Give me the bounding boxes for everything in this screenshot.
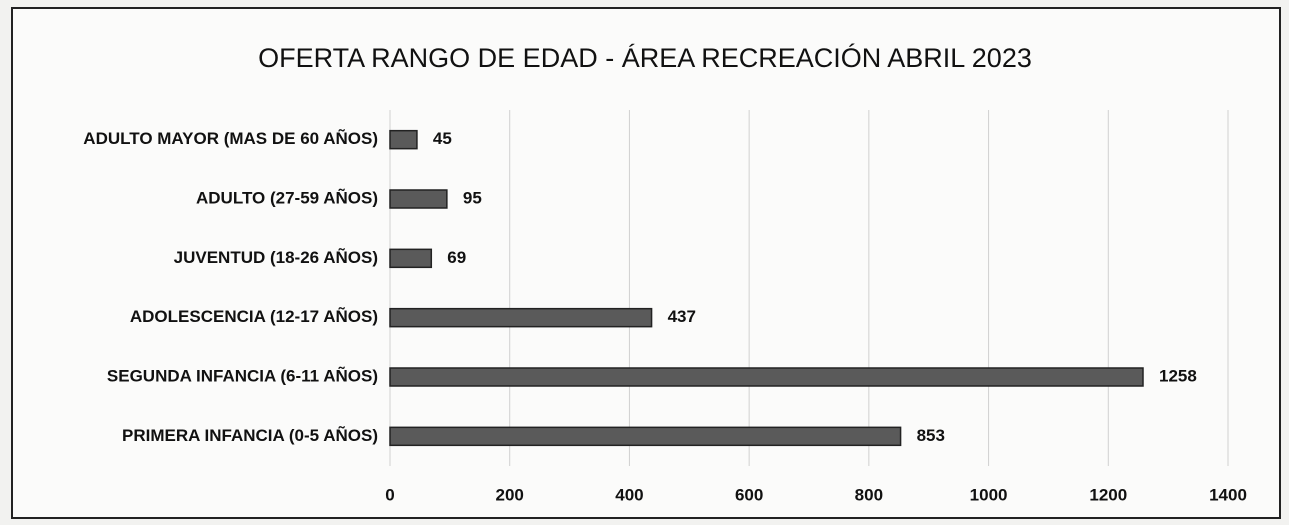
y-tick-label: ADULTO (27-59 AÑOS) xyxy=(196,187,378,207)
bar xyxy=(389,307,653,328)
data-label: 95 xyxy=(463,188,482,207)
data-label: 437 xyxy=(668,307,696,326)
y-tick-label: ADULTO MAYOR (MAS DE 60 AÑOS) xyxy=(83,128,378,148)
x-tick-label: 600 xyxy=(735,485,763,504)
data-label: 1258 xyxy=(1159,366,1197,385)
x-tick-label: 0 xyxy=(385,485,394,504)
x-tick-label: 200 xyxy=(496,485,524,504)
y-tick-label: PRIMERA INFANCIA (0-5 AÑOS) xyxy=(122,425,378,445)
x-tick-label: 1400 xyxy=(1209,485,1247,504)
bar xyxy=(389,367,1144,387)
data-label: 853 xyxy=(917,426,945,445)
y-tick-label: JUVENTUD (18-26 AÑOS) xyxy=(174,247,378,267)
bar xyxy=(389,426,902,447)
x-tick-label: 800 xyxy=(855,485,883,504)
data-label: 45 xyxy=(433,129,452,148)
bar xyxy=(389,248,433,269)
y-tick-label: SEGUNDA INFANCIA (6-11 AÑOS) xyxy=(107,365,378,385)
bar xyxy=(389,189,448,209)
y-tick-label: ADOLESCENCIA (12-17 AÑOS) xyxy=(130,306,378,326)
x-tick-label: 400 xyxy=(615,485,643,504)
x-tick-label: 1200 xyxy=(1089,485,1127,504)
chart-title: OFERTA RANGO DE EDAD - ÁREA RECREACIÓN A… xyxy=(258,42,1032,73)
x-tick-label: 1000 xyxy=(970,485,1008,504)
data-label: 69 xyxy=(447,248,466,267)
bar xyxy=(389,129,418,150)
